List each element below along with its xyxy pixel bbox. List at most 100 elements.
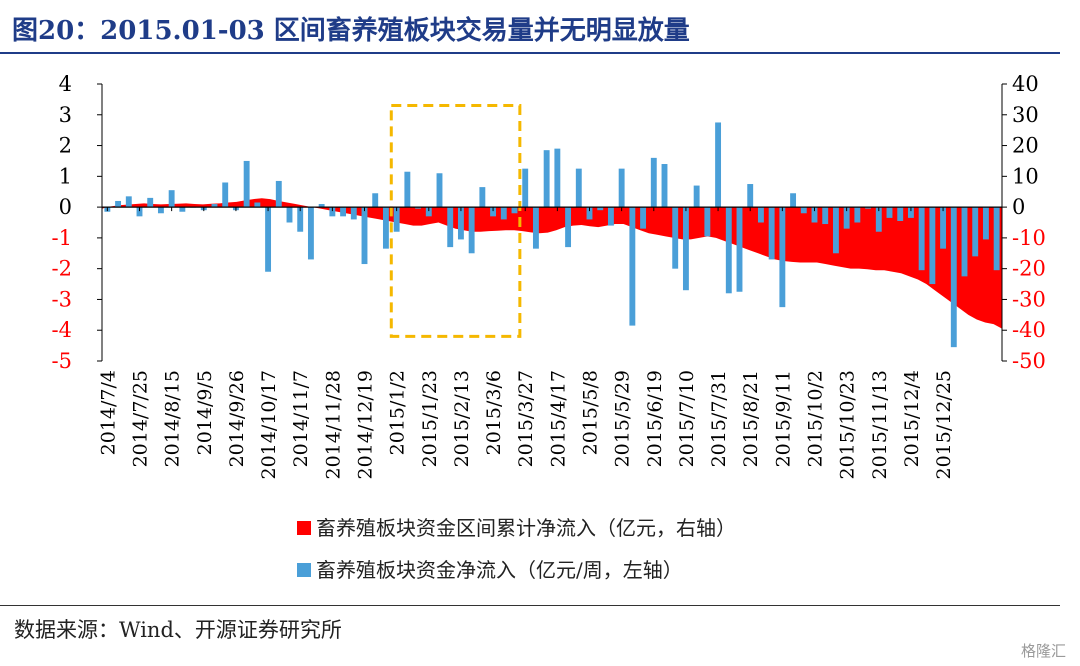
x-tick-label: 2015/8/21	[740, 370, 762, 467]
weekly-inflow-bar	[361, 207, 368, 265]
right-tick-label: -30	[1012, 287, 1046, 311]
x-tick-label: 2015/5/29	[612, 370, 634, 467]
weekly-inflow-bar	[993, 207, 1000, 271]
weekly-inflow-bar	[918, 207, 925, 271]
weekly-inflow-bar	[875, 207, 882, 232]
x-tick-label: 2014/12/19	[355, 370, 377, 480]
right-tick-label: -20	[1012, 257, 1046, 281]
x-tick-label: 2015/2/13	[451, 370, 473, 467]
weekly-inflow-bar	[490, 207, 497, 217]
x-tick-label: 2015/12/4	[901, 370, 923, 467]
weekly-inflow-bar	[757, 207, 764, 223]
weekly-inflow-bar	[222, 182, 229, 208]
weekly-inflow-bar	[307, 207, 314, 260]
cumulative-inflow-area	[102, 198, 1002, 329]
tick-layer: 43210-1-2-3-4-5403020100-10-20-30-40-502…	[52, 72, 1046, 480]
weekly-inflow-bar	[865, 207, 872, 209]
weekly-inflow-bar	[436, 173, 443, 208]
weekly-inflow-bar	[929, 207, 936, 285]
legend-label-area: 畜养殖板块资金区间累计净流入（亿元，右轴）	[316, 516, 736, 540]
weekly-inflow-bar	[457, 207, 464, 240]
weekly-inflow-bar	[715, 122, 722, 208]
weekly-inflow-bar	[275, 180, 282, 208]
weekly-inflow-bar	[886, 207, 893, 218]
right-tick-label: -10	[1012, 226, 1046, 250]
weekly-inflow-bar	[822, 207, 829, 225]
x-tick-label: 2015/1/23	[419, 370, 441, 467]
left-tick-label: -2	[52, 257, 72, 281]
weekly-inflow-bar	[907, 207, 914, 218]
weekly-inflow-bar	[972, 207, 979, 257]
weekly-inflow-bar	[704, 207, 711, 237]
right-tick-label: 30	[1012, 103, 1039, 127]
weekly-inflow-bar	[543, 150, 550, 208]
watermark-logo: 格隆汇	[1020, 642, 1066, 660]
weekly-inflow-bar	[318, 204, 325, 208]
x-tick-label: 2015/3/6	[483, 370, 505, 455]
weekly-inflow-bar	[575, 168, 582, 208]
weekly-inflow-bar	[404, 171, 411, 208]
x-tick-label: 2015/7/10	[676, 370, 698, 467]
weekly-inflow-bar	[393, 207, 400, 232]
weekly-inflow-bar	[382, 207, 389, 249]
right-tick-label: -50	[1012, 349, 1046, 373]
highlight-layer	[389, 104, 522, 338]
right-tick-label: -40	[1012, 318, 1046, 342]
weekly-inflow-bar	[768, 207, 775, 260]
x-tick-label: 2014/9/26	[226, 370, 248, 467]
weekly-inflow-bar	[832, 207, 839, 254]
x-tick-label: 2014/9/5	[194, 370, 216, 455]
source-note: 数据来源：Wind、开源证券研究所	[14, 618, 342, 642]
weekly-inflow-bar	[661, 164, 668, 208]
weekly-inflow-bar	[147, 197, 154, 208]
weekly-inflow-bar	[800, 207, 807, 214]
x-tick-label: 2015/10/2	[805, 370, 827, 467]
weekly-inflow-bar	[479, 187, 486, 208]
weekly-inflow-bar	[672, 207, 679, 269]
weekly-inflow-bar	[211, 204, 218, 208]
right-tick-label: 40	[1012, 72, 1039, 96]
weekly-inflow-bar	[511, 207, 518, 214]
weekly-inflow-bar	[640, 207, 647, 229]
legend-swatch-bar	[297, 563, 311, 577]
source-divider	[0, 605, 1060, 606]
weekly-inflow-bar	[940, 207, 947, 249]
weekly-inflow-bar	[554, 148, 561, 208]
weekly-inflow-bar	[297, 207, 304, 232]
weekly-inflow-bar	[532, 207, 539, 249]
highlight-box	[389, 104, 522, 338]
x-tick-label: 2015/12/25	[933, 370, 955, 480]
x-tick-label: 2014/11/28	[322, 370, 344, 480]
weekly-inflow-bar	[468, 207, 475, 254]
weekly-inflow-bar	[982, 207, 989, 240]
weekly-inflow-bar	[779, 207, 786, 308]
weekly-inflow-bar	[597, 207, 604, 211]
x-tick-label: 2015/5/8	[580, 370, 602, 455]
weekly-inflow-bar	[136, 207, 143, 217]
area-layer	[102, 198, 1002, 329]
weekly-inflow-bar	[372, 193, 379, 208]
right-tick-label: 20	[1012, 134, 1039, 158]
x-tick-label: 2014/11/7	[290, 370, 312, 467]
weekly-inflow-bar	[500, 207, 507, 220]
weekly-inflow-bar	[340, 207, 347, 217]
x-tick-label: 2015/4/17	[547, 370, 569, 467]
left-tick-label: -4	[52, 318, 72, 342]
weekly-inflow-bar	[682, 207, 689, 291]
x-tick-label: 2015/7/31	[708, 370, 730, 467]
left-tick-label: 1	[59, 164, 72, 188]
legend-label-bar: 畜养殖板块资金净流入（亿元/周，左轴）	[316, 558, 683, 582]
x-tick-label: 2015/3/27	[515, 370, 537, 467]
weekly-inflow-bar	[747, 184, 754, 208]
x-tick-label: 2014/7/25	[130, 370, 152, 467]
weekly-inflow-bar	[115, 200, 122, 208]
weekly-inflow-bar	[243, 160, 250, 208]
weekly-inflow-bar	[415, 207, 422, 209]
weekly-inflow-bar	[586, 207, 593, 220]
weekly-inflow-bar	[736, 207, 743, 292]
weekly-inflow-bar	[843, 207, 850, 229]
weekly-inflow-bar	[425, 207, 432, 217]
weekly-inflow-bar	[329, 207, 336, 217]
x-tick-label: 2014/7/4	[97, 370, 119, 455]
